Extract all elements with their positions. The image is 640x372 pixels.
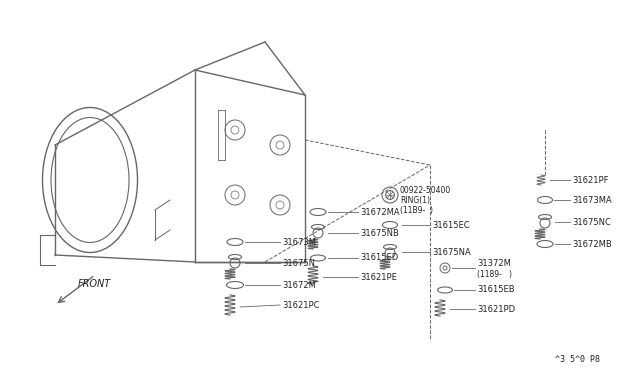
Text: 31675NA: 31675NA (432, 247, 471, 257)
Text: 31675N: 31675N (282, 259, 315, 267)
Text: 31615EB: 31615EB (477, 285, 515, 295)
Text: 31621PF: 31621PF (572, 176, 609, 185)
Text: 31672MA: 31672MA (360, 208, 399, 217)
Text: 31672MB: 31672MB (572, 240, 612, 248)
Text: 31672M: 31672M (282, 280, 316, 289)
Text: 31615ED: 31615ED (360, 253, 398, 263)
Text: 00922-50400: 00922-50400 (400, 186, 451, 195)
Text: 31673MA: 31673MA (572, 196, 612, 205)
Text: 31675NC: 31675NC (572, 218, 611, 227)
Text: 31673M: 31673M (282, 237, 316, 247)
Text: ^3 5^0 P8: ^3 5^0 P8 (555, 356, 600, 365)
Text: FRONT: FRONT (78, 279, 111, 289)
Text: 31675NB: 31675NB (360, 228, 399, 237)
Text: 31621PC: 31621PC (282, 301, 319, 310)
Text: (1189-   ): (1189- ) (477, 269, 512, 279)
Text: 31615EC: 31615EC (432, 221, 470, 230)
Text: 31621PE: 31621PE (360, 273, 397, 282)
Text: (11B9-  ): (11B9- ) (400, 205, 433, 215)
Text: 31621PD: 31621PD (477, 305, 515, 314)
Text: RING(1): RING(1) (400, 196, 430, 205)
Text: 31372M: 31372M (477, 260, 511, 269)
